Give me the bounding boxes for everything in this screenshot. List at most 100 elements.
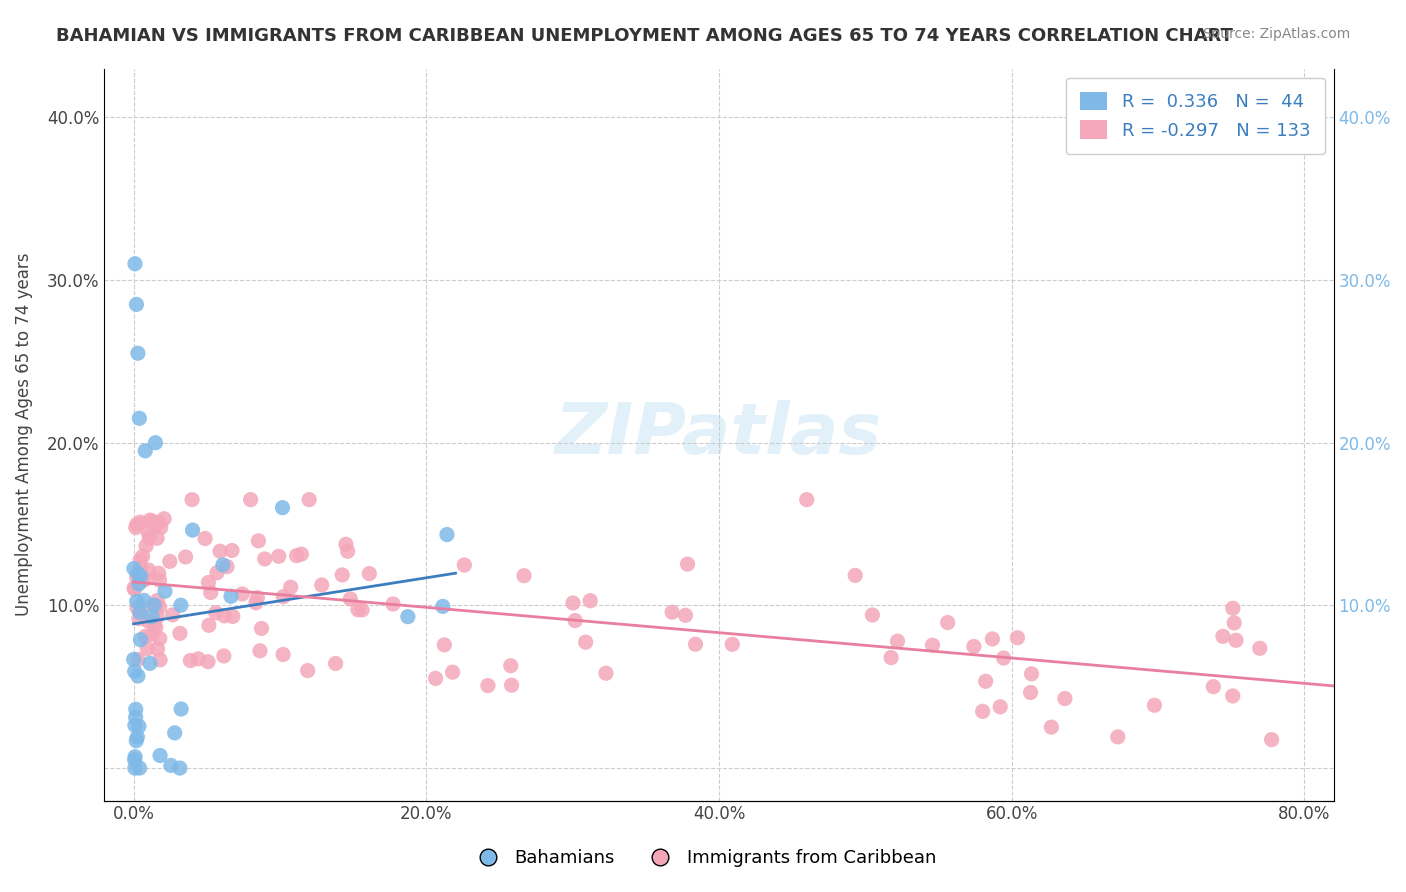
Bahamians [128, 577, 150, 591]
Immigrants from Caribbean [139, 513, 162, 527]
Bahamians [124, 665, 146, 679]
Bahamians [134, 443, 156, 458]
Immigrants from Caribbean [146, 609, 169, 624]
Immigrants from Caribbean [122, 581, 145, 595]
Immigrants from Caribbean [135, 539, 157, 553]
Immigrants from Caribbean [194, 532, 217, 546]
Immigrants from Caribbean [1007, 631, 1029, 645]
Immigrants from Caribbean [159, 554, 181, 568]
Bahamians [127, 669, 149, 683]
Immigrants from Caribbean [143, 617, 166, 632]
Immigrants from Caribbean [325, 657, 347, 671]
Immigrants from Caribbean [347, 603, 370, 617]
Immigrants from Caribbean [148, 573, 170, 587]
Immigrants from Caribbean [501, 678, 523, 692]
Bahamians [170, 702, 193, 716]
Immigrants from Caribbean [148, 566, 170, 581]
Immigrants from Caribbean [162, 607, 184, 622]
Immigrants from Caribbean [860, 607, 883, 622]
Immigrants from Caribbean [330, 568, 353, 582]
Bahamians [125, 594, 148, 608]
Immigrants from Caribbean [215, 559, 238, 574]
Immigrants from Caribbean [352, 603, 374, 617]
Bahamians [128, 761, 150, 775]
Bahamians [169, 761, 191, 775]
Immigrants from Caribbean [675, 608, 697, 623]
Immigrants from Caribbean [125, 600, 148, 615]
Immigrants from Caribbean [267, 549, 290, 564]
Immigrants from Caribbean [499, 658, 522, 673]
Immigrants from Caribbean [146, 642, 169, 657]
Bahamians [149, 748, 172, 763]
Bahamians [124, 753, 146, 767]
Immigrants from Caribbean [280, 580, 302, 594]
Immigrants from Caribbean [149, 520, 172, 534]
Immigrants from Caribbean [135, 629, 157, 643]
Immigrants from Caribbean [676, 557, 699, 571]
Immigrants from Caribbean [290, 547, 312, 561]
Immigrants from Caribbean [239, 492, 262, 507]
Immigrants from Caribbean [187, 652, 209, 666]
Immigrants from Caribbean [212, 648, 235, 663]
Immigrants from Caribbean [796, 492, 818, 507]
Immigrants from Caribbean [200, 585, 222, 599]
Immigrants from Caribbean [198, 618, 221, 632]
Bahamians [122, 561, 145, 575]
Immigrants from Caribbean [1249, 641, 1271, 656]
Immigrants from Caribbean [1222, 689, 1244, 703]
Bahamians [139, 657, 162, 671]
Immigrants from Caribbean [359, 566, 381, 581]
Immigrants from Caribbean [169, 626, 191, 640]
Immigrants from Caribbean [138, 531, 160, 545]
Immigrants from Caribbean [433, 638, 456, 652]
Bahamians [163, 726, 186, 740]
Immigrants from Caribbean [145, 620, 167, 634]
Immigrants from Caribbean [1223, 615, 1246, 630]
Bahamians [132, 593, 155, 607]
Immigrants from Caribbean [1212, 629, 1234, 643]
Bahamians [124, 718, 146, 732]
Bahamians [125, 702, 148, 716]
Bahamians [271, 500, 294, 515]
Immigrants from Caribbean [1021, 666, 1043, 681]
Immigrants from Caribbean [441, 665, 464, 680]
Immigrants from Caribbean [974, 674, 997, 689]
Immigrants from Caribbean [221, 543, 243, 558]
Immigrants from Caribbean [246, 591, 269, 605]
Immigrants from Caribbean [993, 651, 1015, 665]
Immigrants from Caribbean [145, 518, 167, 533]
Immigrants from Caribbean [988, 699, 1011, 714]
Immigrants from Caribbean [297, 664, 319, 678]
Immigrants from Caribbean [145, 599, 167, 613]
Immigrants from Caribbean [131, 600, 153, 615]
Immigrants from Caribbean [285, 549, 308, 563]
Immigrants from Caribbean [311, 578, 333, 592]
Immigrants from Caribbean [575, 635, 598, 649]
Bahamians [160, 758, 183, 772]
Immigrants from Caribbean [981, 632, 1004, 646]
Bahamians [219, 590, 242, 604]
Immigrants from Caribbean [149, 653, 172, 667]
Immigrants from Caribbean [936, 615, 959, 630]
Immigrants from Caribbean [339, 591, 361, 606]
Immigrants from Caribbean [1107, 730, 1129, 744]
Bahamians [212, 558, 235, 572]
Bahamians [129, 632, 152, 647]
Immigrants from Caribbean [453, 558, 475, 572]
Bahamians [124, 710, 146, 724]
Immigrants from Caribbean [129, 560, 152, 574]
Bahamians [436, 527, 458, 541]
Immigrants from Caribbean [129, 515, 152, 529]
Immigrants from Caribbean [132, 574, 155, 588]
Immigrants from Caribbean [513, 568, 536, 582]
Immigrants from Caribbean [204, 606, 226, 620]
Immigrants from Caribbean [595, 666, 617, 681]
Immigrants from Caribbean [1040, 720, 1063, 734]
Immigrants from Caribbean [208, 544, 231, 558]
Bahamians [145, 435, 167, 450]
Immigrants from Caribbean [181, 492, 204, 507]
Immigrants from Caribbean [125, 520, 148, 534]
Text: Source: ZipAtlas.com: Source: ZipAtlas.com [1202, 27, 1350, 41]
Immigrants from Caribbean [222, 609, 245, 624]
Immigrants from Caribbean [127, 652, 149, 666]
